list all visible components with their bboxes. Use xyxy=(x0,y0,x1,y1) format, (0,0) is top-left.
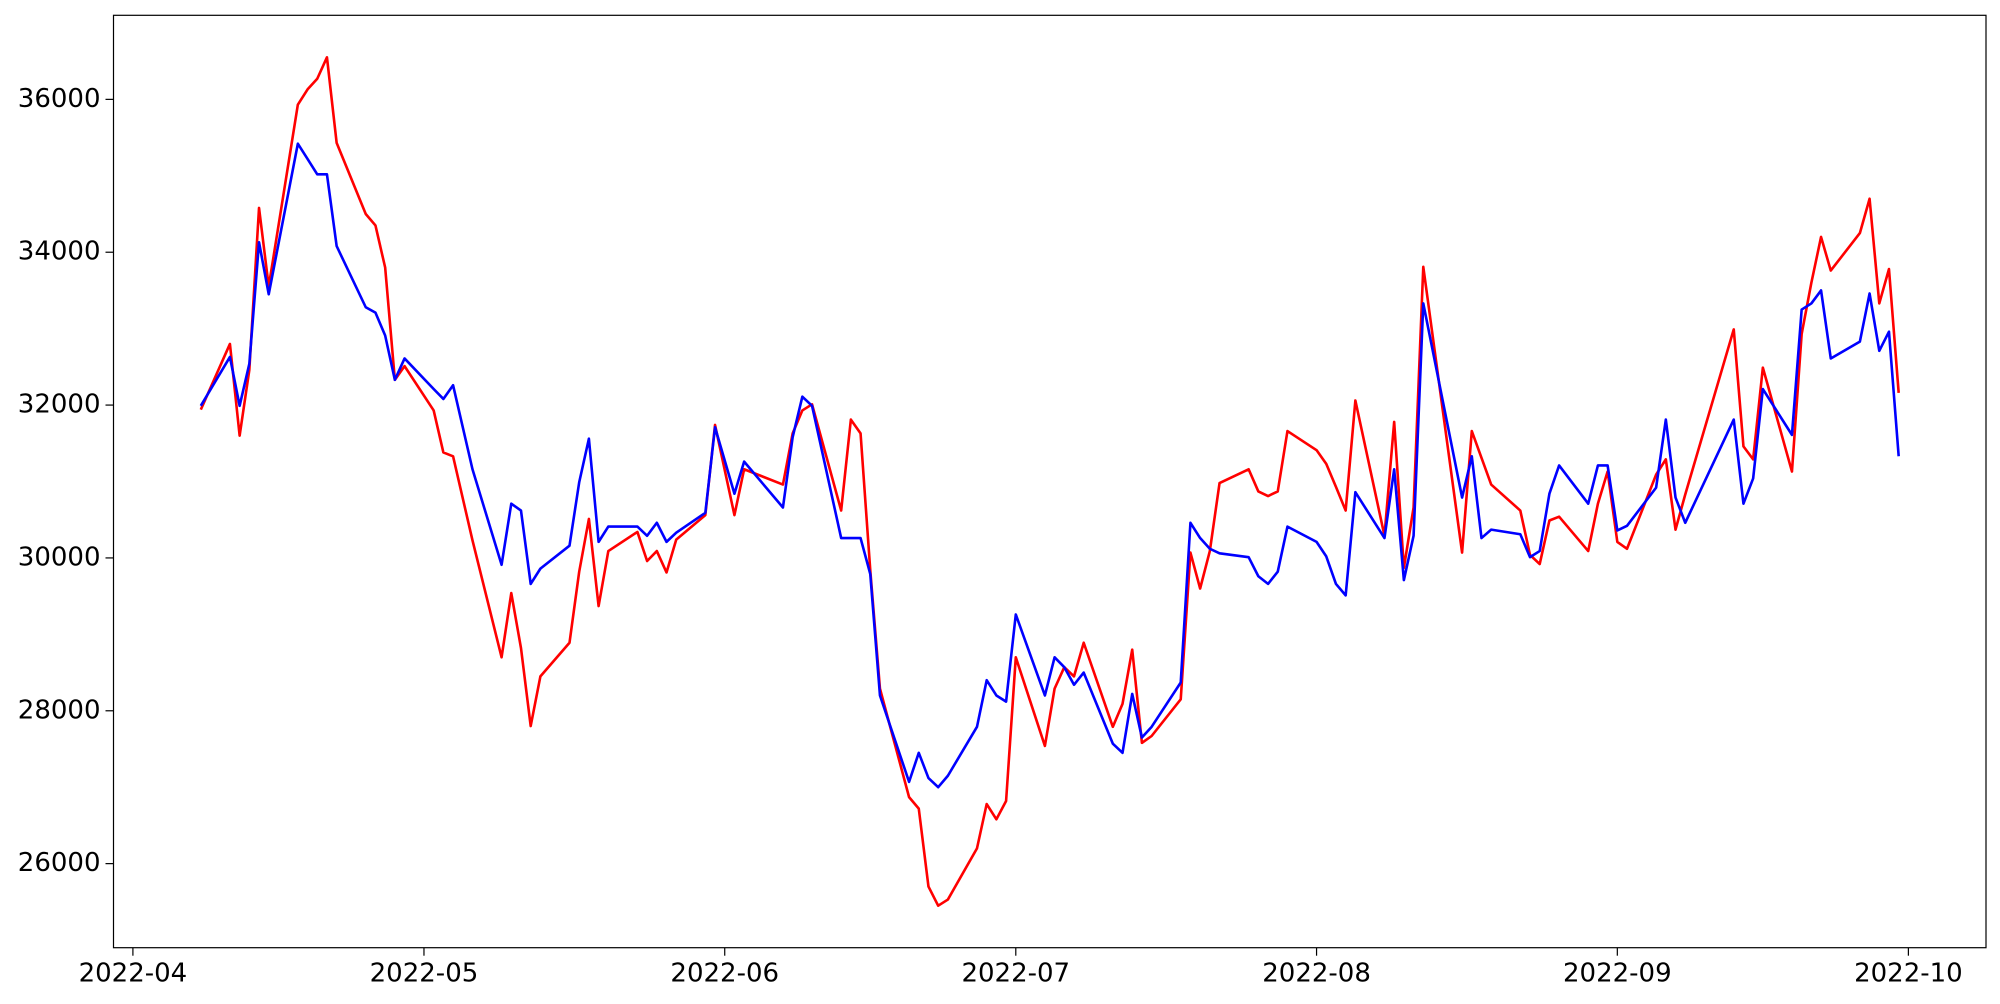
x-tick-label: 2022-07 xyxy=(961,959,1070,989)
x-tick-label: 2022-08 xyxy=(1262,959,1371,989)
x-tick-label: 2022-05 xyxy=(370,959,479,989)
x-tick-label: 2022-06 xyxy=(670,959,779,989)
series-line xyxy=(199,142,1900,789)
y-tick-label: 28000 xyxy=(18,695,101,725)
y-tick-label: 36000 xyxy=(18,84,101,114)
series-line xyxy=(199,56,1900,907)
plot-frame xyxy=(112,14,1987,949)
y-tick-label: 34000 xyxy=(18,237,101,267)
x-tick-label: 2022-09 xyxy=(1563,959,1672,989)
x-tick-label: 2022-10 xyxy=(1854,959,1963,989)
y-tick-label: 32000 xyxy=(18,390,101,420)
y-tick-label: 26000 xyxy=(18,848,101,878)
x-tick-label: 2022-04 xyxy=(79,959,188,989)
y-tick-label: 30000 xyxy=(18,542,101,572)
